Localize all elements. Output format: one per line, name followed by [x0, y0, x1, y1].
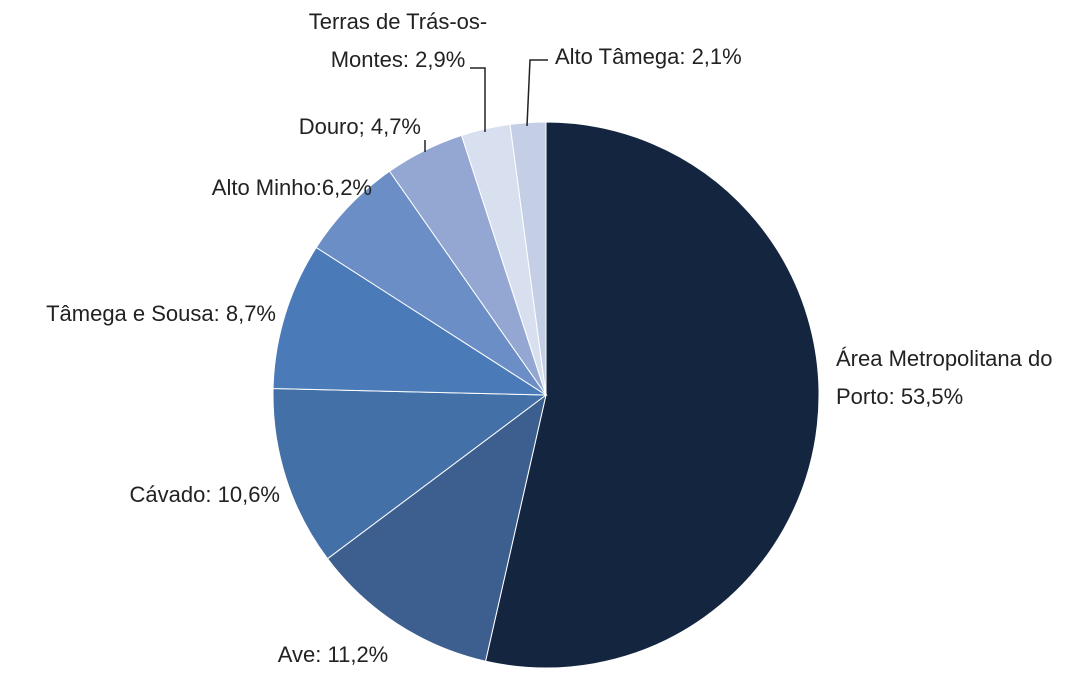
- value-label: : 10,6%: [205, 482, 280, 507]
- data-label: Ave: 11,2%: [278, 636, 389, 674]
- value-label: ; 4,7%: [358, 114, 421, 139]
- data-label: Área Metropolitana do Porto: 53,5%: [836, 340, 1066, 416]
- value-label: : 2,9%: [402, 47, 466, 72]
- category-label: Douro: [298, 114, 359, 139]
- category-label: Tâmega e Sousa: [46, 301, 214, 326]
- category-label: Alto Minho: [211, 175, 316, 200]
- data-label: Alto Tâmega: 2,1%: [555, 38, 742, 76]
- pie-slice: [326, 393, 547, 662]
- value-label: : 8,7%: [213, 301, 276, 326]
- leader-line: [526, 59, 548, 127]
- category-label: Alto Tâmega: [555, 44, 680, 69]
- value-label: : 53,5%: [888, 384, 964, 409]
- value-label: : 11,2%: [315, 642, 389, 667]
- category-label: Área Metropolitana do Porto: [836, 346, 1053, 409]
- data-label: Tâmega e Sousa: 8,7%: [46, 295, 276, 333]
- leader-line: [470, 67, 486, 132]
- pie-slice: [272, 388, 548, 560]
- data-label: Douro; 4,7%: [299, 108, 421, 146]
- data-label: Cávado: 10,6%: [130, 476, 280, 514]
- pie-slice: [509, 121, 547, 396]
- pie-slice: [272, 246, 548, 396]
- pie-slice: [484, 121, 820, 669]
- pie: [272, 121, 820, 669]
- data-label: Terras de Trás-os-Montes: 2,9%: [278, 3, 518, 79]
- data-label: Alto Minho:6,2%: [212, 169, 372, 207]
- value-label: : 2,1%: [679, 44, 742, 69]
- category-label: Terras de Trás-os-Montes: [308, 9, 488, 72]
- category-label: Cávado: [129, 482, 206, 507]
- value-label: :6,2%: [315, 175, 372, 200]
- category-label: Ave: [277, 642, 316, 667]
